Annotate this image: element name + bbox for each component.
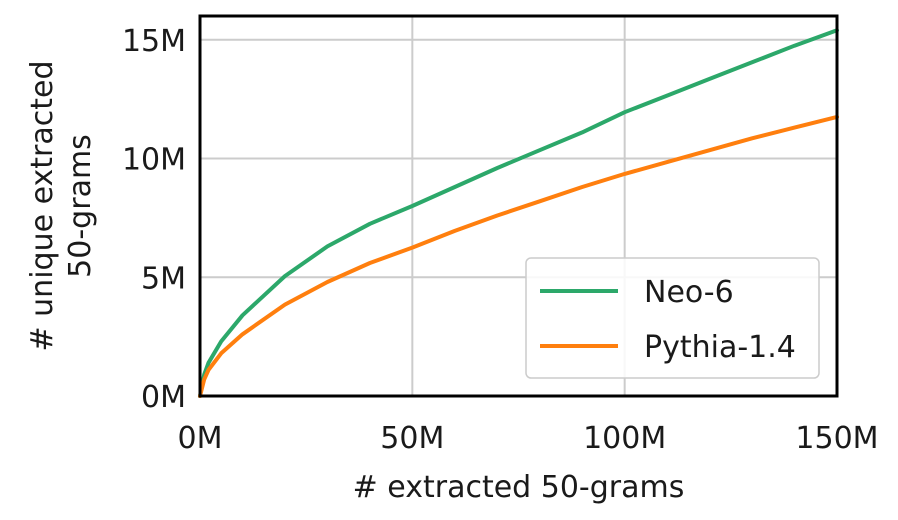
y-tick-label: 10M	[122, 143, 186, 178]
legend-label-neo-6: Neo-6	[644, 275, 734, 310]
series-line-neo-6	[198, 28, 839, 398]
series-lines	[198, 28, 839, 398]
y-tick-label: 0M	[141, 380, 186, 415]
plot-frame	[198, 14, 839, 398]
series-line-pythia-1-4	[198, 114, 839, 398]
x-tick-label: 100M	[583, 421, 666, 456]
y-tick-label: 5M	[141, 261, 186, 296]
legend: Neo-6 Pythia-1.4	[525, 257, 820, 379]
y-axis-label-line-1: # unique extracted	[25, 60, 60, 351]
y-axis-label: # unique extracted 50-grams	[25, 60, 98, 351]
y-axis-label-line-2: 50-grams	[63, 134, 98, 278]
x-tick-label: 0M	[178, 421, 223, 456]
x-tick-labels: 0M 50M 100M 150M	[178, 421, 879, 456]
x-tick-label: 150M	[795, 421, 878, 456]
y-tick-label: 15M	[122, 24, 186, 59]
x-axis-label: # extracted 50-grams	[353, 470, 685, 505]
x-tick-label: 50M	[380, 421, 444, 456]
legend-label-pythia-1-4: Pythia-1.4	[644, 330, 796, 365]
y-tick-labels: 0M 5M 10M 15M	[122, 24, 186, 415]
